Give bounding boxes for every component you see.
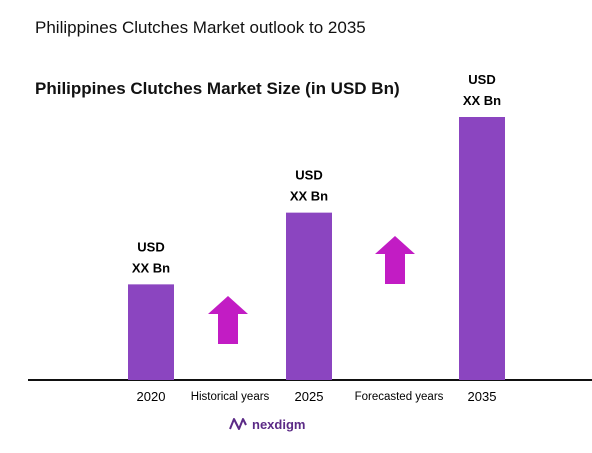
nexdigm-logo-icon [229, 418, 247, 430]
x-tick-label-2025: 2025 [295, 389, 324, 404]
bar-2025 [286, 212, 332, 380]
period-label-historical: Historical years [191, 391, 270, 403]
brand-name: nexdigm [252, 416, 306, 432]
bar-value-label-line: USD [295, 168, 322, 183]
x-tick-label-2035: 2035 [468, 389, 497, 404]
bar-value-label-2035: USD XX Bn [463, 72, 501, 108]
bar-value-label-line: XX Bn [463, 93, 501, 108]
bar-value-label-2020: USD XX Bn [132, 239, 170, 275]
nexdigm-logo: nexdigm [228, 416, 305, 432]
bar-value-label-line: XX Bn [290, 189, 328, 204]
bar-2035 [459, 117, 505, 380]
bar-value-label-2025: USD XX Bn [290, 168, 328, 204]
bar-value-label-line: USD [468, 72, 495, 87]
bar-value-label-line: USD [137, 239, 164, 254]
growth-arrow-icon-historical [208, 296, 248, 344]
bar-2020 [128, 284, 174, 380]
page-title: Philippines Clutches Market outlook to 2… [35, 18, 366, 37]
x-tick-label-2020: 2020 [137, 389, 166, 404]
period-label-forecasted: Forecasted years [355, 391, 444, 403]
chart-subtitle: Philippines Clutches Market Size (in USD… [35, 79, 400, 98]
growth-arrow-icon-forecasted [375, 236, 415, 284]
bar-value-label-line: XX Bn [132, 260, 170, 275]
